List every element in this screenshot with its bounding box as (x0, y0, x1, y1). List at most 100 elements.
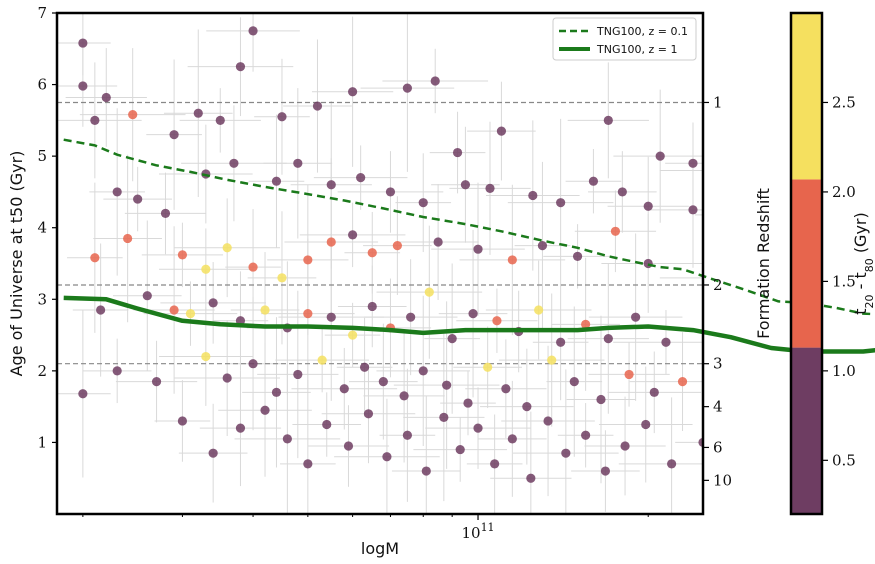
tng100-curves (63, 138, 875, 354)
y-tick-label: 7 (37, 4, 47, 22)
colorbar: 0.5 1.0 1.5 2.0 2.5 t20 - t80 (Gyr) (789, 11, 875, 516)
data-point (402, 83, 412, 93)
data-point (643, 201, 653, 211)
data-point (781, 363, 790, 372)
data-point (293, 158, 303, 168)
data-point (468, 309, 478, 319)
data-point (402, 430, 412, 440)
data-point (661, 337, 671, 347)
data-point (620, 441, 630, 451)
data-point (277, 112, 287, 122)
data-point (507, 434, 517, 444)
data-point (151, 376, 162, 387)
data-point (726, 391, 735, 400)
data-point (507, 255, 517, 265)
data-point (359, 362, 370, 372)
data-point (367, 301, 377, 312)
data-point (561, 448, 571, 458)
data-point (463, 398, 473, 408)
data-point (759, 384, 768, 393)
data-point (455, 444, 465, 455)
data-point (271, 387, 282, 397)
legend-label-z01: TNG100, z = 0.1 (596, 25, 688, 38)
data-point (859, 316, 868, 325)
colorbar-label-mid: - t (851, 272, 870, 294)
data-point (624, 369, 634, 380)
data-point (260, 305, 270, 315)
data-point (735, 484, 744, 493)
data-point (430, 76, 440, 86)
data-point (215, 115, 225, 125)
data-point (406, 312, 416, 322)
y-axis-label: Age of Universe at t50 (Gyr) (7, 151, 26, 377)
data-point (293, 369, 303, 380)
data-point (708, 166, 717, 175)
data-point (193, 108, 203, 118)
redshift-axis-ticks: 1 2 3 4 6 10 (703, 93, 732, 489)
redshift-tick-label: 10 (713, 471, 732, 489)
data-point (235, 62, 246, 72)
data-point (208, 298, 218, 308)
legend: TNG100, z = 0.1 TNG100, z = 1 (552, 17, 697, 61)
data-point (677, 376, 688, 387)
data-point (222, 373, 232, 383)
y-tick-label: 5 (37, 147, 47, 165)
data-point (399, 391, 409, 401)
data-point (439, 412, 449, 422)
y-tick-label: 3 (37, 290, 47, 308)
data-point (169, 305, 179, 315)
colorbar-ticks: 0.5 1.0 1.5 2.0 2.5 (822, 93, 856, 469)
data-point (201, 264, 211, 274)
data-point (743, 210, 752, 219)
data-point (572, 251, 583, 261)
data-point (617, 187, 627, 197)
x-tick-exponent: 11 (481, 521, 495, 534)
data-point (312, 101, 323, 111)
data-point (588, 176, 599, 186)
data-point (526, 473, 536, 483)
data-point (96, 305, 106, 315)
data-point (303, 255, 313, 265)
data-point (433, 237, 443, 247)
error-bars (57, 13, 703, 514)
data-point (177, 250, 188, 260)
data-point (603, 334, 613, 344)
data-point (717, 259, 726, 268)
data-point (235, 423, 246, 433)
data-point (90, 115, 100, 125)
redshift-reference-lines (57, 101, 703, 365)
data-point (78, 389, 88, 399)
colorbar-tick-label: 2.0 (832, 183, 856, 201)
data-point (78, 38, 88, 48)
x-tick-label: 1011 (461, 521, 494, 542)
colorbar-label-end: (Gyr) (851, 212, 870, 258)
data-point (343, 441, 354, 451)
data-point (322, 419, 332, 430)
data-point (418, 366, 428, 376)
data-point (581, 430, 591, 440)
y-tick-label: 6 (37, 76, 47, 94)
data-point (128, 110, 138, 120)
data-point (485, 183, 495, 193)
data-point (339, 384, 349, 394)
data-point (133, 194, 143, 204)
data-point (385, 187, 396, 197)
data-point (424, 287, 434, 297)
data-point (534, 305, 544, 315)
data-point (222, 243, 232, 253)
colorbar-frame (789, 11, 824, 516)
data-point (473, 244, 483, 254)
data-point (473, 423, 483, 433)
colorbar-label: t20 - t80 (Gyr) (851, 212, 875, 315)
data-point (367, 248, 377, 258)
data-point (229, 158, 239, 168)
colorbar-bins (791, 13, 822, 514)
data-point (447, 334, 457, 344)
data-point (853, 484, 862, 493)
data-point (363, 409, 374, 419)
x-axis-label: logM (361, 539, 399, 558)
colorbar-bin (791, 179, 822, 348)
data-point (185, 309, 196, 319)
data-point (743, 359, 752, 368)
